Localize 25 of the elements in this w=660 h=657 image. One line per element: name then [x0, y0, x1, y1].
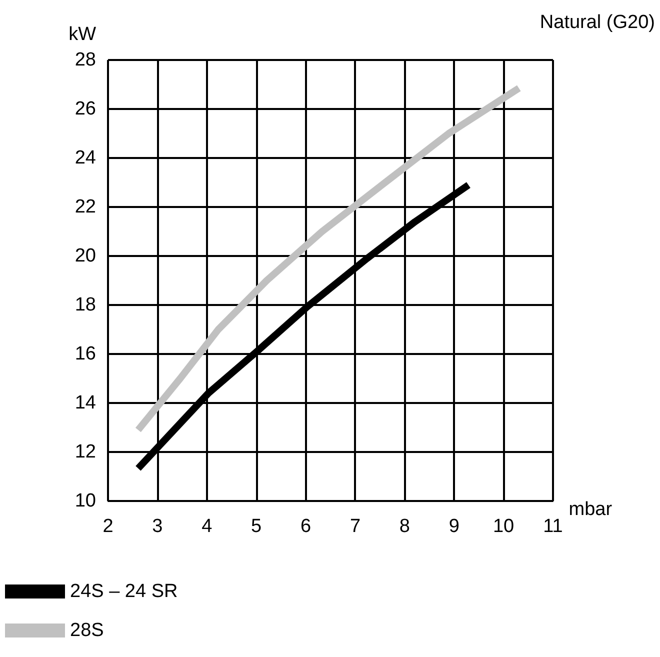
x-tick-label: 7 [350, 516, 361, 537]
y-tick-label: 16 [74, 344, 96, 364]
y-axis-title: kW [68, 24, 96, 45]
x-tick-label: 11 [543, 516, 563, 537]
x-tick-label: 6 [300, 516, 312, 537]
y-tick-label: 22 [74, 196, 96, 218]
x-tick-label: 8 [399, 516, 410, 537]
y-tick-label: 14 [74, 392, 96, 414]
y-tick-label: 26 [74, 98, 96, 120]
x-tick-label: 3 [152, 516, 163, 537]
y-tick-label: 24 [74, 148, 96, 168]
y-tick-label: 28 [74, 50, 96, 70]
legend-label: 28S [70, 620, 104, 641]
y-tick-label: 10 [74, 490, 96, 512]
x-axis-title: mbar [568, 499, 613, 520]
text: Natural (G20) [540, 12, 656, 33]
x-tick-label: 10 [492, 516, 514, 537]
x-tick-label: 5 [251, 516, 262, 537]
x-tick-label: 2 [102, 516, 114, 537]
x-tick-label: 4 [202, 516, 213, 537]
y-tick-label: 18 [74, 294, 96, 316]
y-tick-label: 20 [74, 246, 96, 266]
y-tick-label: 12 [74, 442, 96, 462]
legend-label: 24S – 24 SR [70, 581, 178, 602]
x-tick-label: 9 [448, 516, 460, 537]
